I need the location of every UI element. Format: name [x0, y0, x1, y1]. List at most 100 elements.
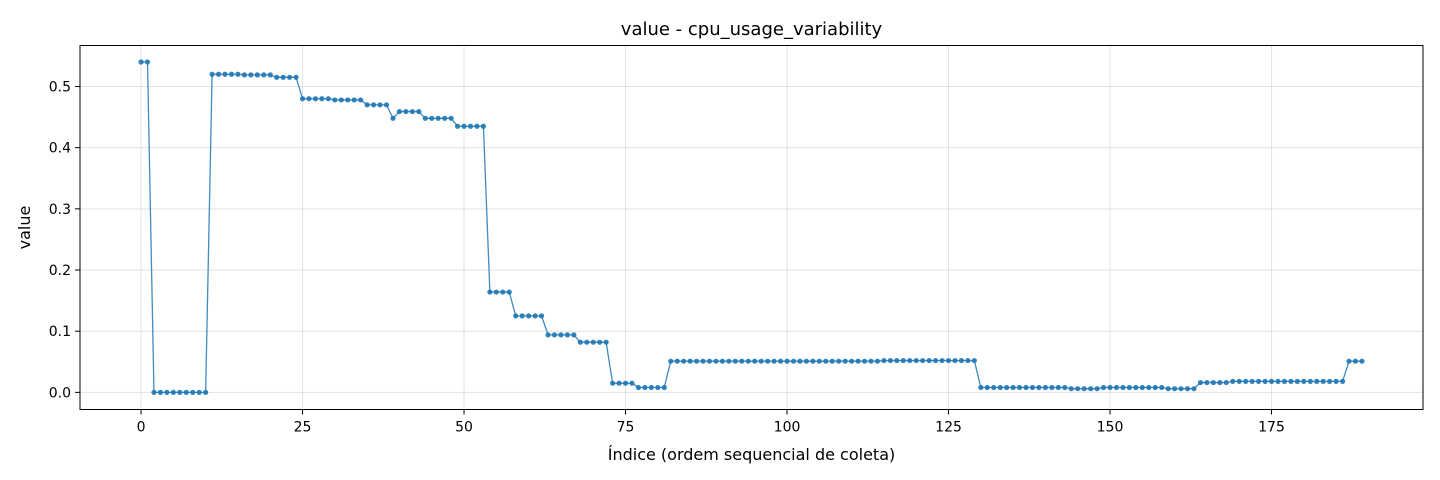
data-point	[719, 358, 726, 364]
data-point	[648, 384, 654, 391]
data-point	[422, 115, 428, 121]
data-point	[454, 123, 461, 129]
data-point	[1172, 386, 1178, 392]
x-tick-label: 175	[1258, 420, 1285, 436]
data-point	[726, 358, 732, 364]
data-point	[978, 384, 984, 391]
data-point	[319, 96, 325, 102]
data-point	[429, 115, 435, 121]
data-point	[933, 357, 939, 364]
y-tick-label: 0.0	[49, 385, 71, 401]
data-point	[177, 389, 183, 395]
data-point	[1100, 384, 1107, 391]
data-point	[1346, 358, 1352, 364]
data-point	[215, 71, 222, 77]
data-point	[1339, 378, 1346, 384]
data-point	[823, 358, 829, 364]
x-tick-label: 0	[137, 420, 146, 436]
data-point	[338, 97, 344, 103]
data-point	[1016, 384, 1023, 391]
data-point	[306, 96, 312, 102]
data-point	[1281, 378, 1288, 384]
data-point	[1036, 384, 1042, 391]
data-point	[1178, 386, 1184, 392]
data-point	[635, 384, 642, 391]
data-point	[1320, 378, 1326, 384]
data-point	[1184, 386, 1191, 392]
series-line-group	[138, 59, 1365, 395]
data-point	[739, 358, 745, 364]
data-point	[1327, 378, 1333, 384]
data-point	[1314, 378, 1320, 384]
data-point	[1307, 378, 1313, 384]
data-point	[1010, 384, 1016, 391]
data-point	[144, 59, 151, 65]
data-point	[771, 358, 777, 364]
data-point	[364, 102, 370, 108]
data-point	[1230, 378, 1236, 384]
data-point	[681, 358, 687, 364]
data-point	[1359, 358, 1365, 364]
x-axis-title: Índice (ordem sequencial de coleta)	[608, 445, 896, 464]
data-point	[674, 358, 680, 364]
y-tick-label: 0.2	[49, 263, 71, 279]
data-point	[706, 358, 713, 364]
data-point	[1049, 384, 1055, 391]
data-point	[700, 358, 706, 364]
data-point	[403, 108, 409, 115]
data-point	[345, 97, 351, 103]
plot-frame	[79, 45, 1424, 410]
data-point	[758, 358, 764, 364]
data-point	[383, 102, 390, 108]
data-point	[1088, 386, 1094, 392]
data-point	[209, 71, 215, 77]
data-point	[752, 358, 758, 364]
data-point	[920, 357, 926, 364]
series-line	[141, 61, 1362, 394]
grid	[80, 45, 1423, 410]
data-point	[868, 358, 874, 364]
data-point	[790, 358, 797, 364]
data-point	[551, 332, 558, 338]
data-point	[939, 357, 945, 364]
data-point	[293, 74, 299, 80]
data-point	[448, 115, 454, 121]
y-tick-label: 0.3	[49, 202, 71, 218]
data-point	[971, 357, 977, 364]
data-point	[519, 313, 525, 319]
data-point	[151, 389, 157, 395]
data-point	[1126, 384, 1132, 391]
data-point	[558, 332, 564, 338]
y-tick-label: 0.5	[49, 79, 71, 95]
data-point	[1023, 384, 1029, 391]
data-point	[513, 313, 519, 319]
data-point	[1262, 378, 1268, 384]
data-point	[164, 389, 170, 395]
data-point	[900, 357, 906, 364]
data-point	[616, 380, 622, 386]
data-point	[1352, 358, 1359, 364]
data-point	[280, 74, 286, 80]
chart-title: value - cpu_usage_variability	[621, 19, 883, 40]
data-point	[416, 108, 422, 115]
data-point	[907, 357, 913, 364]
data-point	[622, 380, 629, 386]
data-point	[332, 97, 338, 103]
data-point	[1120, 384, 1126, 391]
data-point	[590, 339, 596, 345]
data-point	[157, 389, 164, 395]
data-point	[409, 108, 415, 115]
data-point	[668, 358, 674, 364]
data-point	[629, 380, 635, 386]
data-point	[603, 339, 609, 345]
data-point	[661, 384, 667, 391]
data-point	[894, 357, 900, 364]
data-point	[235, 71, 241, 77]
data-point	[1113, 384, 1120, 391]
data-point	[170, 389, 176, 395]
data-point	[1055, 384, 1061, 391]
data-point	[855, 358, 861, 364]
data-point	[480, 123, 487, 129]
x-tick-label: 75	[617, 420, 635, 436]
